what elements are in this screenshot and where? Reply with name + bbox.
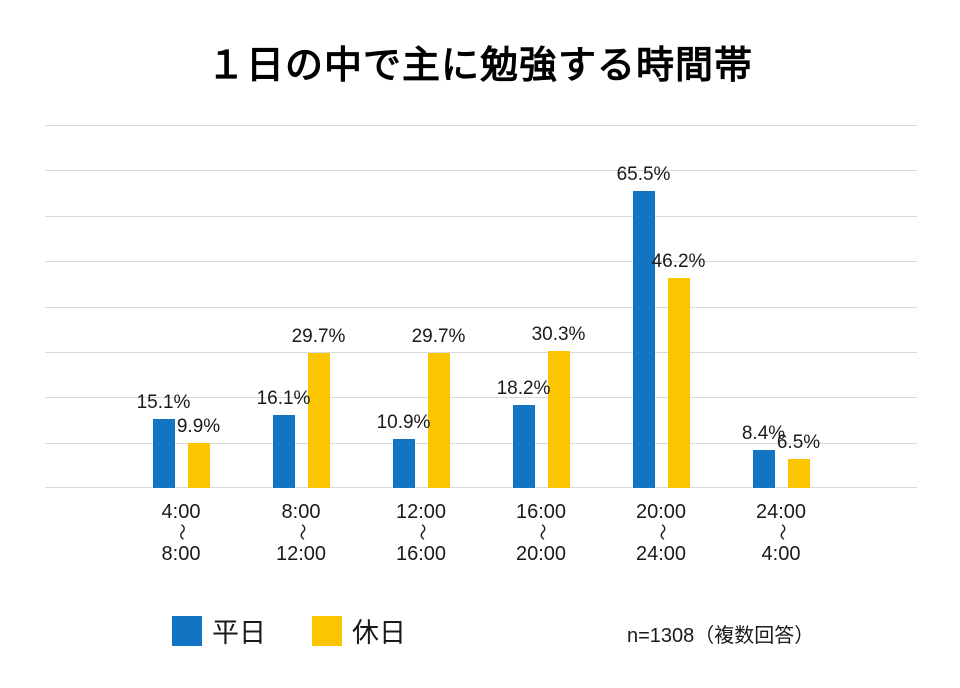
x-axis-label: 20:00 〜 24:00	[636, 500, 686, 566]
x-axis-label-end: 8:00	[161, 543, 201, 565]
gridline	[45, 397, 917, 398]
x-axis-label: 16:00 〜 20:00	[516, 500, 566, 566]
range-tilde: 〜	[772, 523, 791, 541]
x-axis-label-start: 24:00	[755, 501, 807, 523]
x-axis-label: 4:00 〜 8:00	[162, 500, 201, 566]
chart-title: １日の中で主に勉強する時間帯	[206, 45, 753, 87]
range-tilde: 〜	[532, 523, 551, 541]
gridline	[45, 216, 917, 217]
range-tilde: 〜	[292, 523, 311, 541]
gridline	[45, 307, 917, 308]
bar-holiday	[427, 353, 450, 488]
bar-value-label: 30.3%	[531, 324, 586, 345]
x-axis-label: 8:00 〜 12:00	[276, 500, 326, 566]
x-axis-label-start: 8:00	[281, 501, 321, 523]
gridline	[45, 170, 917, 171]
x-axis-label-end: 24:00	[635, 543, 687, 565]
bar-value-label: 18.2%	[496, 378, 551, 399]
range-tilde: 〜	[652, 523, 671, 541]
bar-weekday	[392, 439, 415, 488]
legend-label-weekday: 平日	[212, 618, 266, 648]
gridline	[45, 487, 917, 488]
bar-value-label: 9.9%	[176, 416, 221, 437]
x-axis-label-end: 20:00	[515, 543, 567, 565]
x-axis-label-start: 20:00	[635, 501, 687, 523]
x-axis-label-start: 4:00	[161, 501, 201, 523]
bar-value-label: 46.2%	[651, 251, 706, 272]
gridline	[45, 125, 917, 126]
bar-value-label: 15.1%	[136, 392, 191, 413]
bar-holiday	[187, 443, 210, 488]
x-axis-label-end: 16:00	[395, 543, 447, 565]
legend-item-weekday: 平日	[172, 611, 266, 650]
bar-weekday	[632, 191, 655, 488]
bar-value-label: 10.9%	[376, 412, 431, 433]
bar-holiday	[667, 278, 690, 488]
bar-value-label: 29.7%	[411, 326, 466, 347]
bar-holiday	[787, 459, 810, 488]
bar-holiday	[547, 351, 570, 488]
bar-holiday	[307, 353, 330, 488]
x-axis-label: 24:00 〜 4:00	[756, 500, 806, 566]
range-tilde: 〜	[412, 523, 431, 541]
bar-weekday	[752, 450, 775, 488]
x-axis-label-end: 12:00	[275, 543, 327, 565]
bar-weekday	[272, 415, 295, 488]
gridline	[45, 352, 917, 353]
bar-value-label: 8.4%	[741, 423, 786, 444]
legend-item-holiday: 休日	[312, 611, 406, 650]
x-axis-label-end: 4:00	[761, 543, 801, 565]
sample-size-note: n=1308（複数回答）	[627, 625, 815, 647]
legend-swatch-holiday	[312, 615, 342, 646]
bar-value-label: 6.5%	[776, 432, 821, 453]
bar-value-label: 65.5%	[616, 164, 671, 185]
legend-label-holiday: 休日	[352, 618, 406, 648]
legend: 平日 休日	[172, 611, 406, 650]
gridline	[45, 443, 917, 444]
bar-weekday	[512, 405, 535, 488]
bar-value-label: 16.1%	[256, 388, 311, 409]
range-tilde: 〜	[172, 523, 191, 541]
x-axis-label-start: 16:00	[515, 501, 567, 523]
x-axis-label-start: 12:00	[395, 501, 447, 523]
bar-weekday	[152, 419, 175, 488]
gridline	[45, 261, 917, 262]
legend-swatch-weekday	[172, 615, 202, 646]
bar-value-label: 29.7%	[291, 326, 346, 347]
x-axis-label: 12:00 〜 16:00	[396, 500, 446, 566]
plot-area: 15.1% 16.1% 10.9% 18.2% 65.5% 8.4% 9.9% 29.7% 29…	[45, 125, 917, 565]
